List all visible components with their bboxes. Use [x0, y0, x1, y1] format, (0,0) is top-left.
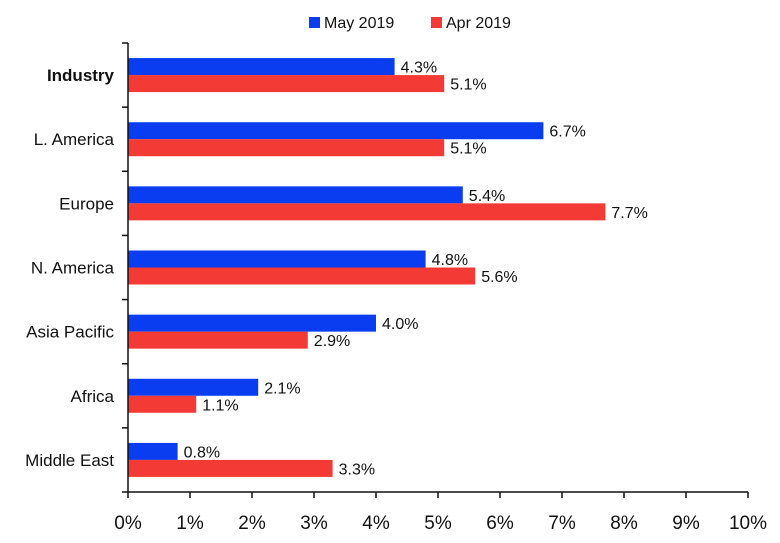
data-label-may-2019-l-america: 6.7% [549, 124, 585, 141]
x-tick-label-3: 3% [300, 513, 328, 534]
bar-may-2019-l-america [128, 122, 544, 140]
bar-may-2019-industry [128, 58, 395, 76]
bar-apr-2019-asia-pacific [128, 331, 308, 349]
data-label-apr-2019-africa: 1.1% [202, 397, 238, 414]
data-label-apr-2019-l-america: 5.1% [450, 141, 486, 158]
x-tick-label-0: 0% [114, 513, 142, 534]
bar-apr-2019-africa [128, 395, 197, 413]
legend-label-apr-2019: Apr 2019 [446, 15, 511, 32]
legend-label-may-2019: May 2019 [324, 15, 394, 32]
data-label-apr-2019-europe: 7.7% [611, 205, 647, 222]
bar-apr-2019-europe [128, 203, 606, 221]
x-tick-label-9: 9% [672, 513, 700, 534]
bar-may-2019-n-america [128, 250, 426, 268]
x-tick-label-1: 1% [176, 513, 204, 534]
category-label-middle-east: Middle East [25, 451, 114, 470]
bar-may-2019-europe [128, 186, 463, 204]
category-label-industry: Industry [47, 66, 115, 85]
bar-apr-2019-n-america [128, 267, 476, 285]
category-label-n-america: N. America [31, 259, 115, 278]
category-label-africa: Africa [71, 387, 115, 406]
bar-may-2019-middle-east [128, 442, 178, 460]
bar-apr-2019-middle-east [128, 459, 333, 477]
legend-swatch-may-2019 [309, 17, 320, 28]
bars [128, 58, 606, 477]
category-label-l-america: L. America [34, 130, 115, 149]
category-label-europe: Europe [59, 194, 114, 213]
bar-apr-2019-l-america [128, 139, 445, 157]
bar-may-2019-asia-pacific [128, 314, 376, 332]
data-label-may-2019-europe: 5.4% [469, 188, 505, 205]
x-tick-label-10: 10% [729, 513, 767, 534]
data-label-may-2019-asia-pacific: 4.0% [382, 316, 418, 333]
bar-may-2019-africa [128, 378, 259, 396]
legend: May 2019 Apr 2019 [309, 15, 511, 32]
category-labels: Industry L. America Europe N. America Asia P… [25, 66, 114, 470]
data-label-may-2019-n-america: 4.8% [432, 252, 468, 269]
x-tick-label-4: 4% [362, 513, 390, 534]
data-label-apr-2019-industry: 5.1% [450, 77, 486, 94]
data-label-may-2019-middle-east: 0.8% [184, 444, 220, 461]
data-label-may-2019-africa: 2.1% [264, 380, 300, 397]
x-tick-label-7: 7% [548, 513, 576, 534]
data-label-apr-2019-n-america: 5.6% [481, 269, 517, 286]
data-labels: 4.3% 5.1% 6.7% 5.1% 5.4% 7.7% 4.8% 5.6% 4.0% 2.9%… [184, 60, 648, 479]
data-label-may-2019-industry: 4.3% [401, 60, 437, 77]
x-tick-label-2: 2% [238, 513, 266, 534]
data-label-apr-2019-middle-east: 3.3% [339, 461, 375, 478]
data-label-apr-2019-asia-pacific: 2.9% [314, 333, 350, 350]
bar-apr-2019-industry [128, 75, 445, 93]
category-label-asia-pacific: Asia Pacific [26, 323, 114, 342]
legend-swatch-apr-2019 [431, 17, 442, 28]
axes: 0% 1% 2% 3% 4% 5% 6% 7% 8% 9% 10% [114, 42, 767, 534]
x-tick-label-5: 5% [424, 513, 452, 534]
x-tick-label-8: 8% [610, 513, 638, 534]
x-tick-label-6: 6% [486, 513, 514, 534]
